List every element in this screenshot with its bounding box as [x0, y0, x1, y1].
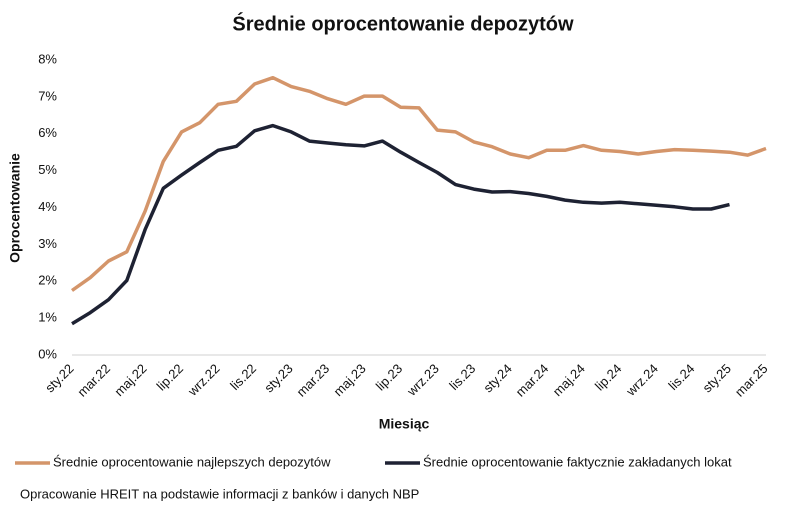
- x-tick-label: lis.24: [665, 361, 697, 393]
- y-tick-label: 4%: [38, 199, 57, 214]
- x-axis-title: Miesiąc: [379, 416, 430, 432]
- legend-label: Średnie oprocentowanie najlepszych depoz…: [53, 454, 331, 469]
- x-tick-label: wrz.23: [403, 361, 441, 399]
- x-tick-label: sty.24: [480, 361, 514, 395]
- chart-title: Średnie oprocentowanie depozytów: [232, 11, 574, 35]
- y-tick-label: 2%: [38, 273, 57, 288]
- y-tick-label: 5%: [38, 162, 57, 177]
- series-line: [71, 123, 730, 326]
- x-tick-label: lis.22: [227, 361, 259, 393]
- x-tick-label: lis.23: [446, 361, 478, 393]
- x-tick-label: maj.22: [111, 361, 149, 399]
- x-tick-label: lip.24: [592, 361, 625, 394]
- x-tick-label: wrz.22: [184, 361, 222, 399]
- x-tick-label: lip.22: [154, 361, 187, 394]
- x-tick-label: sty.22: [42, 361, 76, 395]
- x-tick-label: mar.25: [732, 361, 771, 400]
- x-tick-label: maj.23: [331, 361, 369, 399]
- x-tick-label: wrz.24: [623, 361, 661, 399]
- x-tick-label: lip.23: [373, 361, 406, 394]
- x-tick-label: mar.24: [513, 361, 552, 400]
- x-tick-label: maj.24: [550, 361, 588, 399]
- source-note: Opracowanie HREIT na podstawie informacj…: [20, 486, 419, 501]
- y-tick-label: 0%: [38, 346, 57, 361]
- y-tick-label: 7%: [38, 88, 57, 103]
- x-tick-label: sty.25: [700, 361, 734, 395]
- y-tick-label: 8%: [38, 51, 57, 66]
- x-tick-label: mar.22: [74, 361, 113, 400]
- legend-label: Średnie oprocentowanie faktycznie zakład…: [423, 454, 732, 469]
- y-tick-label: 6%: [38, 125, 57, 140]
- x-tick-label: sty.23: [261, 361, 295, 395]
- x-tick-label: mar.23: [294, 361, 333, 400]
- y-axis-title: Oprocentowanie: [7, 153, 23, 263]
- series-line: [70, 75, 767, 292]
- y-tick-label: 1%: [38, 310, 57, 325]
- y-tick-label: 3%: [38, 236, 57, 251]
